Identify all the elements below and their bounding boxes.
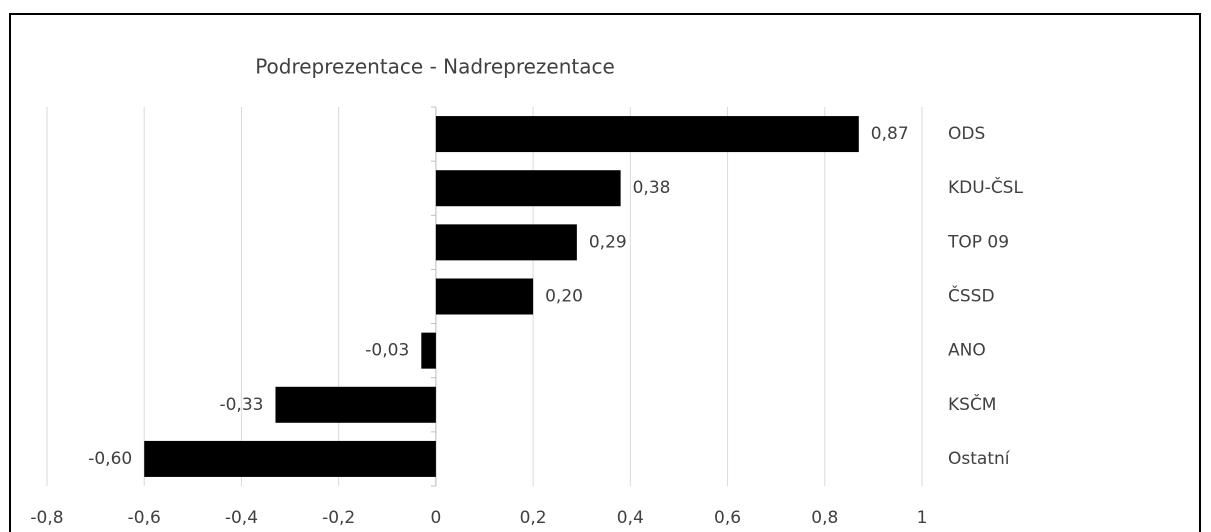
- category-label: KDU-ČSL: [948, 176, 1023, 198]
- value-label: -0,33: [219, 395, 263, 415]
- category-label: ČSSD: [948, 285, 995, 307]
- x-tick-label: 0,2: [520, 508, 547, 528]
- x-tick-label: 0,8: [811, 508, 838, 528]
- value-label: 0,87: [871, 124, 909, 144]
- value-label: 0,20: [545, 287, 583, 307]
- x-tick-label: 0: [430, 508, 441, 528]
- category-label: ANO: [948, 341, 986, 361]
- category-label: ODS: [948, 124, 985, 144]
- x-tick-label: 0,6: [714, 508, 741, 528]
- bar: [435, 116, 859, 153]
- category-label: KSČM: [948, 393, 996, 415]
- value-label: -0,60: [88, 449, 132, 469]
- bar: [435, 170, 621, 207]
- chart-title: Podreprezentace - Nadreprezentace: [255, 55, 615, 79]
- category-label: Ostatní: [948, 449, 1011, 469]
- bar: [421, 332, 436, 369]
- value-label: 0,38: [633, 178, 671, 198]
- bar: [275, 386, 436, 423]
- bar: [144, 440, 436, 477]
- value-label: 0,29: [589, 232, 627, 252]
- bar: [435, 278, 534, 315]
- x-tick-label: 1: [917, 508, 928, 528]
- x-tick-label: -0,2: [322, 508, 355, 528]
- x-tick-label: -0,4: [225, 508, 258, 528]
- bar: [435, 224, 577, 261]
- x-tick-label: -0,6: [128, 508, 161, 528]
- x-tick-label: 0,4: [617, 508, 644, 528]
- category-label: TOP 09: [947, 232, 1009, 252]
- value-label: -0,03: [365, 341, 409, 361]
- x-tick-label: -0,8: [30, 508, 63, 528]
